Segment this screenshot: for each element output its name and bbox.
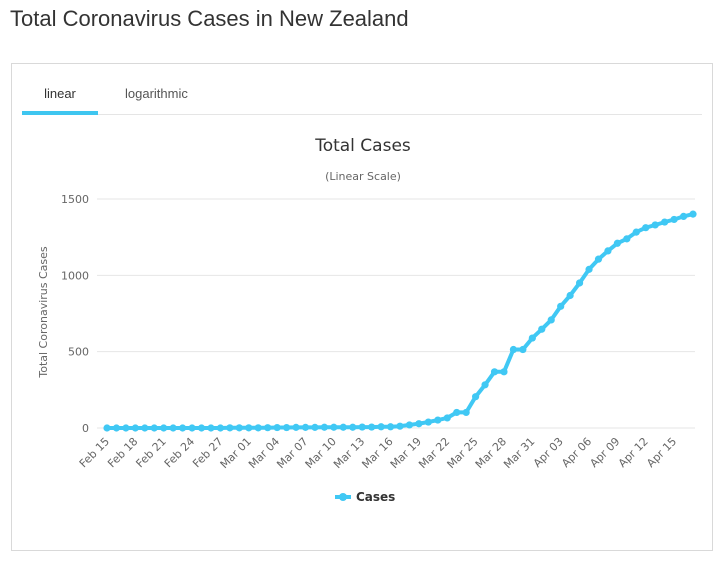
chart-panel: linear logarithmic Total Cases (Linear S…	[11, 63, 713, 551]
data-point	[472, 393, 480, 401]
data-point	[604, 247, 612, 255]
x-tick-label: Apr 15	[644, 435, 679, 470]
data-point	[169, 424, 177, 432]
data-point	[197, 424, 206, 432]
x-tick-label: Feb 18	[105, 435, 140, 470]
data-point	[188, 424, 196, 432]
data-point	[160, 424, 168, 432]
data-point	[415, 420, 423, 428]
data-point	[623, 235, 631, 243]
data-point	[349, 423, 357, 431]
x-tick-label: Apr 12	[616, 435, 651, 470]
data-point	[632, 228, 640, 236]
data-point	[131, 424, 139, 432]
x-tick-label: Mar 31	[501, 435, 537, 471]
data-point	[264, 424, 272, 432]
x-tick-label: Apr 03	[531, 435, 566, 470]
data-point	[330, 423, 338, 431]
active-tab-indicator	[22, 111, 98, 115]
data-point	[528, 334, 536, 342]
x-tick-label: Apr 06	[559, 435, 594, 470]
data-point	[575, 279, 584, 287]
data-point	[179, 424, 187, 432]
data-point	[207, 424, 215, 432]
data-point	[122, 424, 130, 432]
data-point	[490, 368, 499, 376]
data-point	[670, 215, 678, 224]
y-axis-ticks: 0 500 1000 1500	[61, 193, 89, 435]
data-point	[301, 423, 310, 431]
data-point	[519, 345, 527, 354]
data-point	[547, 316, 555, 324]
data-point	[642, 224, 650, 232]
data-point	[216, 424, 225, 432]
y-tick-label: 1500	[61, 193, 89, 206]
chart-title: Total Cases	[314, 136, 411, 156]
data-point	[368, 423, 376, 431]
data-point	[566, 291, 574, 300]
data-point	[594, 255, 603, 263]
chart-subtitle: (Linear Scale)	[325, 170, 401, 183]
data-point	[141, 424, 149, 432]
legend-label: Cases	[356, 490, 395, 504]
tab-logarithmic[interactable]: logarithmic	[125, 86, 188, 101]
data-point	[311, 423, 319, 431]
x-tick-label: Feb 24	[162, 435, 197, 470]
y-tick-label: 0	[82, 422, 89, 435]
data-point	[557, 302, 565, 310]
data-point	[453, 408, 461, 417]
data-point	[235, 424, 243, 432]
data-point	[585, 265, 593, 273]
data-point	[462, 408, 470, 417]
data-point	[481, 381, 489, 389]
data-point	[103, 424, 111, 432]
data-point	[443, 414, 451, 422]
data-point	[386, 423, 395, 431]
data-point	[661, 218, 669, 226]
data-point	[282, 423, 291, 432]
line-chart: Total Cases (Linear Scale) Total Coronav…	[37, 136, 697, 504]
x-tick-label: Feb 21	[133, 435, 168, 470]
data-point	[150, 424, 158, 432]
data-point	[613, 239, 621, 247]
series-cases	[103, 210, 697, 432]
legend[interactable]: Cases	[335, 490, 395, 504]
data-point	[339, 423, 347, 431]
y-axis-label: Total Coronavirus Cases	[37, 246, 50, 379]
data-point	[538, 325, 546, 333]
legend-marker	[339, 493, 347, 501]
data-point	[689, 210, 697, 218]
scale-tabs: linear logarithmic	[22, 76, 702, 115]
data-point	[651, 221, 659, 229]
data-point	[358, 423, 366, 431]
y-tick-label: 500	[68, 346, 89, 359]
data-point	[245, 424, 253, 432]
grid-lines	[97, 198, 695, 429]
data-point	[254, 424, 262, 432]
data-point	[377, 423, 385, 431]
y-tick-label: 1000	[61, 269, 89, 282]
data-point	[434, 416, 442, 424]
x-tick-label: Feb 15	[77, 435, 112, 470]
data-point	[424, 418, 432, 426]
data-point	[320, 423, 328, 431]
data-point	[679, 212, 688, 221]
data-point	[396, 422, 404, 430]
x-tick-label: Apr 09	[587, 435, 622, 470]
data-point	[405, 421, 414, 429]
data-point	[226, 424, 234, 432]
data-point	[112, 424, 121, 432]
data-point	[292, 423, 300, 431]
data-point	[500, 368, 508, 376]
data-point	[273, 423, 281, 432]
page-title: Total Coronavirus Cases in New Zealand	[10, 6, 409, 31]
series-line	[105, 212, 695, 430]
data-point	[509, 345, 518, 354]
tab-linear[interactable]: linear	[44, 86, 76, 101]
